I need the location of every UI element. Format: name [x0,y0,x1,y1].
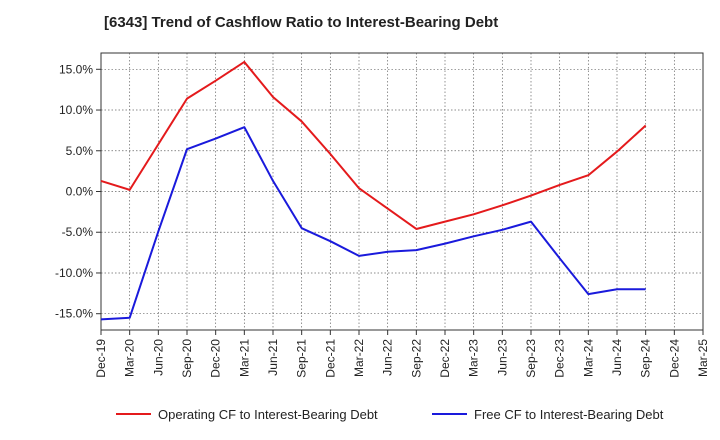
x-axis-ticks: Dec-19 Mar-20 Jun-20 Sep-20 Dec-20 Mar-21 Jun-… [94,330,710,378]
x-tick-label: Dec-23 [553,339,567,378]
x-tick-label: Mar-22 [352,339,366,377]
x-tick-label: Mar-20 [123,339,137,377]
chart-title: [6343] Trend of Cashflow Ratio to Intere… [104,14,499,31]
legend: Operating CF to Interest-Bearing Debt Fre… [116,407,664,422]
y-tick-label: 0.0% [66,185,94,199]
x-tick-label: Jun-23 [495,339,509,376]
x-tick-label: Dec-24 [667,339,681,378]
legend-label: Free CF to Interest-Bearing Debt [474,407,664,422]
legend-label: Operating CF to Interest-Bearing Debt [158,407,378,422]
x-tick-label: Dec-20 [209,339,223,378]
x-tick-label: Mar-23 [467,339,481,377]
y-tick-label: 15.0% [59,62,93,76]
x-tick-label: Jun-20 [151,339,165,376]
y-axis-ticks: 15.0% 10.0% 5.0% 0.0% -5.0% -10.0% -15.0% [55,62,101,321]
x-tick-label: Jun-24 [610,339,624,376]
x-tick-label: Mar-25 [696,339,710,377]
grid-lines [101,53,703,330]
series-line-free-cf [100,126,646,321]
y-tick-label: 5.0% [66,144,94,158]
x-tick-label: Sep-20 [180,339,194,378]
series-lines [100,60,647,321]
y-tick-label: -5.0% [62,225,94,239]
y-tick-label: 10.0% [59,103,93,117]
x-tick-label: Mar-21 [237,339,251,377]
y-tick-label: -15.0% [55,307,93,321]
x-tick-label: Dec-22 [438,339,452,378]
x-tick-label: Jun-22 [381,339,395,376]
x-tick-label: Sep-21 [295,339,309,378]
x-tick-label: Mar-24 [581,339,595,377]
x-tick-label: Sep-24 [639,339,653,378]
x-tick-label: Sep-23 [524,339,538,378]
series-line-operating-cf [100,60,647,230]
y-tick-label: -10.0% [55,266,93,280]
x-tick-label: Sep-22 [409,339,423,378]
x-tick-label: Dec-21 [323,339,337,378]
x-tick-label: Jun-21 [266,339,280,376]
x-tick-label: Dec-19 [94,339,108,378]
